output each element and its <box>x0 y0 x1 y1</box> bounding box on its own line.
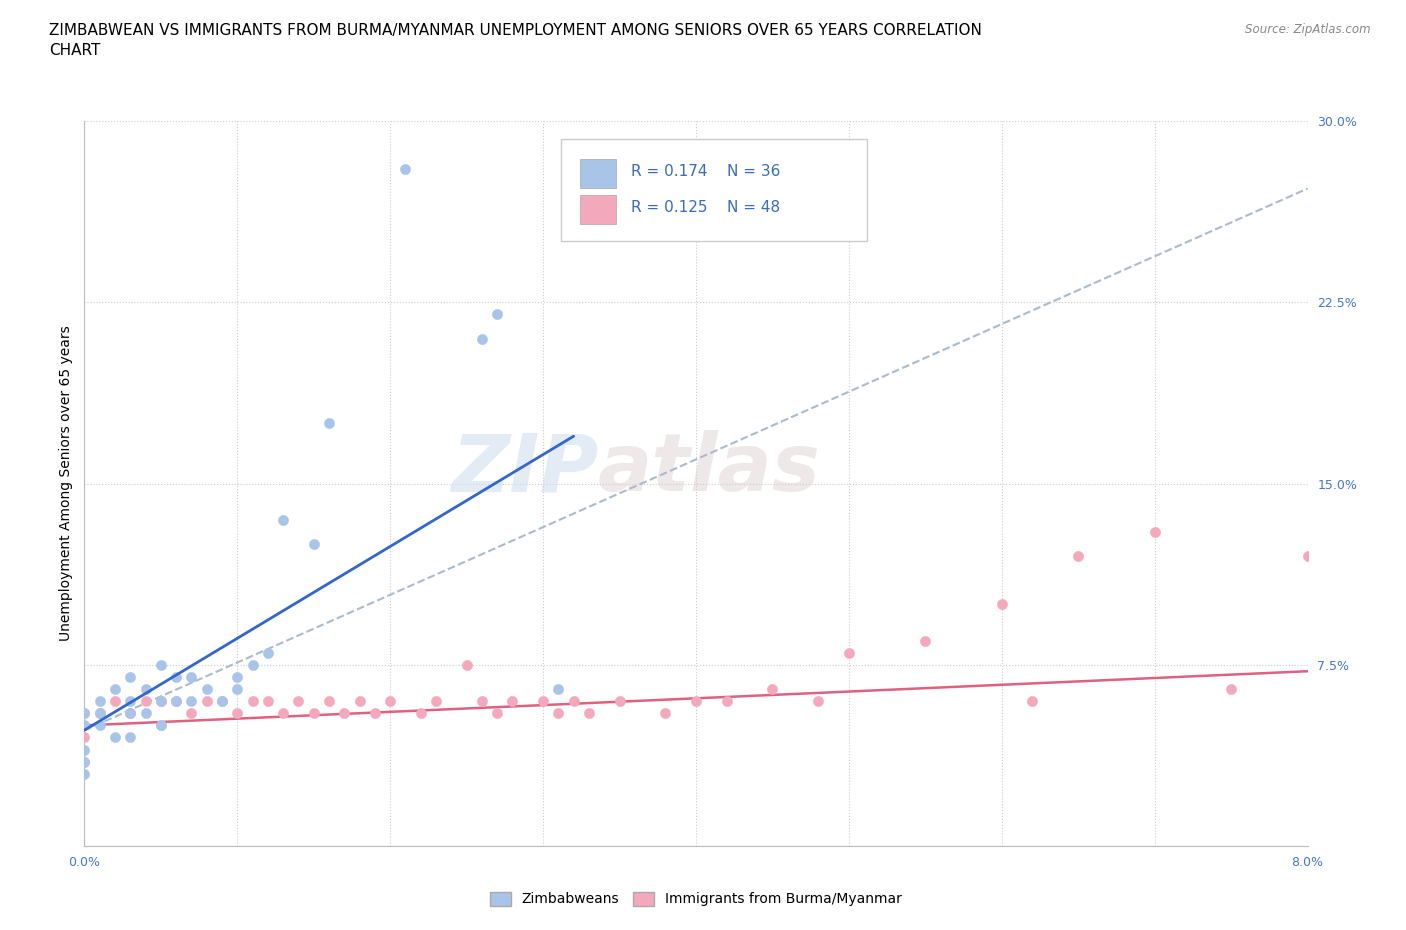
Point <box>89 718 111 733</box>
Point <box>685 694 707 709</box>
Text: R = 0.125    N = 48: R = 0.125 N = 48 <box>631 201 780 216</box>
Point <box>471 331 494 346</box>
Point <box>302 706 325 721</box>
Point <box>486 706 509 721</box>
Point <box>1296 549 1319 564</box>
Point <box>73 706 96 721</box>
Point <box>120 706 142 721</box>
Text: atlas: atlas <box>598 430 821 508</box>
Point <box>89 694 111 709</box>
Point <box>257 694 280 709</box>
Point <box>349 694 371 709</box>
Legend: Zimbabweans, Immigrants from Burma/Myanmar: Zimbabweans, Immigrants from Burma/Myanm… <box>484 886 908 912</box>
Point <box>180 706 202 721</box>
Point <box>149 694 172 709</box>
Point <box>149 718 172 733</box>
Text: ZIMBABWEAN VS IMMIGRANTS FROM BURMA/MYANMAR UNEMPLOYMENT AMONG SENIORS OVER 65 Y: ZIMBABWEAN VS IMMIGRANTS FROM BURMA/MYAN… <box>49 23 981 58</box>
Point <box>165 670 187 684</box>
Point <box>761 682 783 697</box>
Point <box>914 633 936 648</box>
Point <box>120 706 142 721</box>
Point <box>104 682 127 697</box>
Point <box>242 658 264 672</box>
Point <box>73 706 96 721</box>
Y-axis label: Unemployment Among Seniors over 65 years: Unemployment Among Seniors over 65 years <box>59 326 73 642</box>
Point <box>1067 549 1090 564</box>
Point <box>195 694 218 709</box>
Text: R = 0.174    N = 36: R = 0.174 N = 36 <box>631 165 780 179</box>
FancyBboxPatch shape <box>561 139 868 241</box>
Point <box>609 694 631 709</box>
Point <box>135 682 157 697</box>
Point <box>73 718 96 733</box>
Point <box>89 706 111 721</box>
Point <box>104 730 127 745</box>
Point <box>211 694 233 709</box>
Point <box>89 706 111 721</box>
Point <box>226 706 249 721</box>
Point <box>180 694 202 709</box>
Point <box>73 754 96 769</box>
Point <box>104 694 127 709</box>
Point <box>531 694 554 709</box>
Point <box>716 694 738 709</box>
Point <box>990 597 1012 612</box>
Point <box>547 706 569 721</box>
Point <box>271 706 294 721</box>
Text: Source: ZipAtlas.com: Source: ZipAtlas.com <box>1246 23 1371 36</box>
Point <box>654 706 676 721</box>
Point <box>180 670 202 684</box>
Point <box>364 706 387 721</box>
Point <box>1021 694 1043 709</box>
Point <box>1220 682 1243 697</box>
Point <box>380 694 402 709</box>
Point <box>807 694 830 709</box>
Point <box>135 706 157 721</box>
Point <box>333 706 356 721</box>
Point <box>73 754 96 769</box>
Point <box>425 694 447 709</box>
Point <box>471 694 494 709</box>
Point <box>409 706 432 721</box>
Text: ZIP: ZIP <box>451 430 598 508</box>
Point <box>135 694 157 709</box>
Point <box>501 694 523 709</box>
Point <box>257 645 280 660</box>
Point <box>149 694 172 709</box>
FancyBboxPatch shape <box>579 159 616 188</box>
Point <box>149 718 172 733</box>
Point <box>318 416 340 431</box>
Point <box>120 670 142 684</box>
Point <box>394 162 416 177</box>
Point <box>226 670 249 684</box>
Point <box>838 645 860 660</box>
Point <box>120 694 142 709</box>
Point <box>73 742 96 757</box>
Point <box>73 730 96 745</box>
Point <box>456 658 478 672</box>
Point <box>486 307 509 322</box>
Point <box>318 694 340 709</box>
Point <box>271 512 294 527</box>
Point <box>120 730 142 745</box>
Point <box>242 694 264 709</box>
Point <box>165 694 187 709</box>
Point <box>165 694 187 709</box>
Point <box>302 537 325 551</box>
FancyBboxPatch shape <box>579 195 616 224</box>
Point <box>195 682 218 697</box>
Point <box>578 706 600 721</box>
Point <box>562 694 585 709</box>
Point <box>149 658 172 672</box>
Point <box>287 694 309 709</box>
Point <box>547 682 569 697</box>
Point <box>226 682 249 697</box>
Point <box>73 766 96 781</box>
Point <box>1143 525 1166 539</box>
Point <box>211 694 233 709</box>
